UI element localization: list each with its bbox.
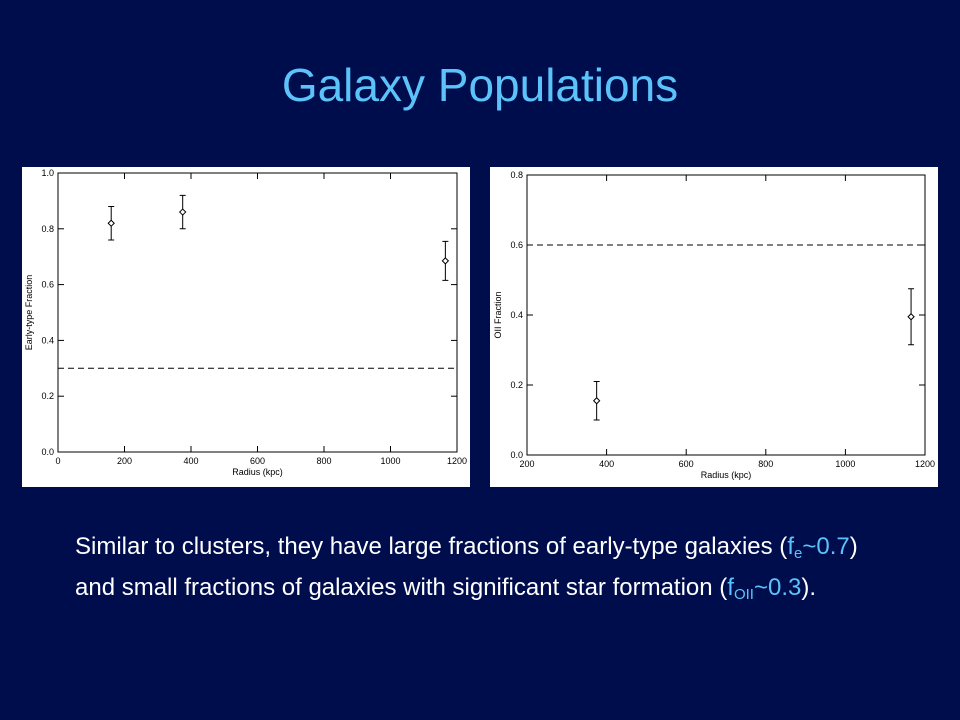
text: f (727, 574, 734, 601)
chart: 0 200 400 600 800 1000 1200 0.0 0.2 0.4 0.6 0.8 1.0 R… (22, 167, 470, 487)
x-tick-label: 1000 (380, 456, 400, 466)
x-axis-label: Radius (kpc) (232, 467, 283, 477)
plot-frame (526, 174, 926, 456)
data-point (907, 313, 915, 321)
y-tick-label: 0.0 (510, 450, 523, 460)
y-axis-label: OII Fraction (493, 291, 503, 338)
x-axis-label: Radius (kpc) (701, 470, 752, 480)
x-tick-label: 1000 (835, 459, 855, 469)
text: Similar to clusters, they have large fra… (75, 533, 788, 560)
x-tick-label: 800 (758, 459, 773, 469)
y-tick-label: 0.6 (510, 240, 523, 250)
x-tick-label: 400 (183, 456, 198, 466)
x-tick-label: 1200 (915, 459, 935, 469)
data-point (441, 257, 450, 265)
y-tick-label: 1.0 (41, 168, 54, 178)
data-point (107, 219, 115, 227)
subscript: e (793, 545, 803, 562)
y-tick-label: 0.6 (41, 280, 54, 290)
x-tick-label: 200 (519, 459, 534, 469)
body-text: Similar to clusters, they have large fra… (75, 530, 895, 612)
x-tick-label: 200 (117, 456, 132, 466)
text: ~0.7 (802, 533, 850, 560)
y-tick-label: 0.4 (41, 335, 54, 345)
y-axis-label: Early-type Fraction (24, 275, 34, 351)
y-tick-label: 0.8 (510, 170, 523, 180)
subscript: OII (733, 586, 754, 603)
text: ) and small fractions of galaxies with s… (75, 533, 858, 601)
chart: 200 400 600 800 1000 1200 0.0 0.2 0.4 0.6 0.8 Radiu… (490, 167, 938, 487)
x-tick-label: 400 (599, 459, 614, 469)
y-tick-label: 0.4 (510, 310, 523, 320)
x-tick-label: 1200 (447, 456, 467, 466)
y-tick-label: 0.2 (41, 391, 54, 401)
y-tick-label: 0.2 (510, 380, 523, 390)
y-tick-label: 0.8 (41, 224, 54, 234)
data-point (178, 208, 187, 216)
x-tick-label: 0 (55, 456, 60, 466)
text: ). (801, 574, 817, 601)
text: ~0.3 (753, 574, 802, 601)
x-tick-label: 600 (250, 456, 265, 466)
y-tick-label: 0.0 (41, 447, 54, 457)
plot-frame (57, 172, 458, 453)
text: f (787, 533, 794, 560)
slide-title: Galaxy Populations (281, 59, 679, 111)
data-point (592, 397, 601, 405)
x-tick-label: 800 (316, 456, 331, 466)
x-tick-label: 600 (679, 459, 694, 469)
